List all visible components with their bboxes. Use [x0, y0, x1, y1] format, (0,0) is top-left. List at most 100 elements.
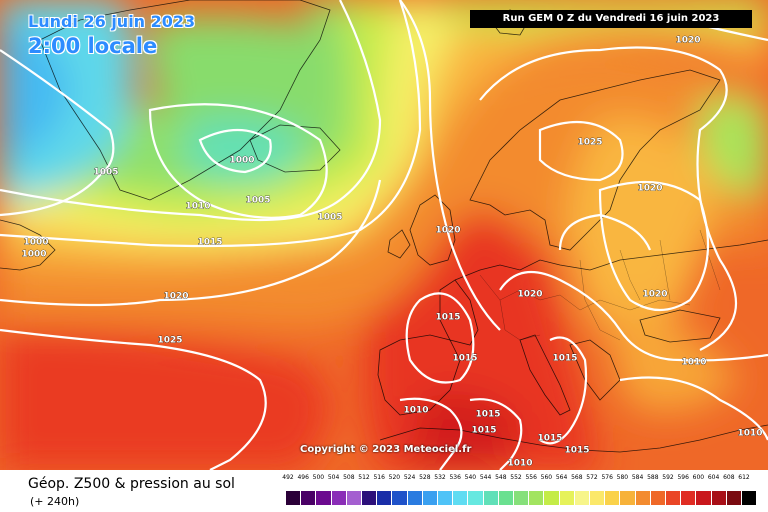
isobar-label: 1020 — [163, 292, 188, 302]
geopotential-field — [0, 0, 768, 470]
legend-tick: 520 — [388, 474, 401, 481]
isobar-label: 1010 — [737, 429, 762, 439]
isobar-label: 1000 — [23, 238, 48, 248]
legend-tick: 604 — [707, 474, 720, 481]
legend-swatch — [529, 491, 544, 505]
isobar-label: 1015 — [435, 313, 460, 323]
legend-swatch — [468, 491, 483, 505]
isobar-label: 1015 — [471, 426, 496, 436]
legend-tick: 544 — [479, 474, 492, 481]
isobar-label: 1000 — [229, 156, 254, 166]
legend-swatch — [605, 491, 620, 505]
legend-tick: 504 — [327, 474, 340, 481]
isobar-label: 1000 — [21, 250, 46, 260]
legend-tick: 552 — [510, 474, 522, 481]
legend-tick: 500 — [312, 474, 325, 481]
isobar-label: 1020 — [517, 290, 542, 300]
legend-swatch — [681, 491, 696, 505]
legend-swatch — [377, 491, 392, 505]
legend-swatch — [392, 491, 407, 505]
legend-tick: 536 — [449, 474, 461, 481]
legend-swatch — [635, 491, 650, 505]
legend-tick: 596 — [677, 474, 689, 481]
isobar-label: 1015 — [452, 354, 477, 364]
legend-tick: 560 — [540, 474, 553, 481]
legend-tick: 572 — [586, 474, 598, 481]
legend-tick: 576 — [601, 474, 613, 481]
legend-swatch — [544, 491, 559, 505]
isobar-label: 1005 — [93, 168, 118, 178]
legend-swatch — [726, 491, 741, 505]
legend-tick: 492 — [282, 474, 294, 481]
legend-tick: 556 — [525, 474, 537, 481]
legend-swatch — [559, 491, 574, 505]
isobar-lines — [0, 0, 768, 470]
isobar-labels: 1020 1000 1005 1005 1005 1010 1015 1000 1000 1020… — [21, 35, 763, 469]
isobar-label: 1020 — [435, 226, 460, 236]
legend-swatch — [286, 491, 301, 505]
legend-swatch — [574, 491, 589, 505]
isobar-label: 1005 — [317, 213, 342, 223]
isobar-label: 1015 — [537, 434, 562, 444]
legend-tick: 516 — [373, 474, 385, 481]
legend-tick: 608 — [723, 474, 735, 481]
legend-swatch — [316, 491, 331, 505]
legend-swatch — [666, 491, 681, 505]
legend-swatch — [301, 491, 316, 505]
legend-swatch — [711, 491, 726, 505]
legend-tick: 592 — [662, 474, 674, 481]
legend-tick: 580 — [616, 474, 629, 481]
isobar-label: 1015 — [564, 446, 589, 456]
isobar-label: 1015 — [475, 410, 500, 420]
forecast-date: Lundi 26 juin 2023 — [28, 12, 196, 31]
footer: Géop. Z500 & pression au sol (+ 240h) 49… — [0, 470, 768, 512]
isobar-label: 1015 — [197, 238, 222, 248]
legend-tick: 584 — [631, 474, 644, 481]
legend-swatch — [514, 491, 529, 505]
color-scale-legend: 492 496 500 504 508 512 516 520 524 528 532 536 540 5… — [282, 474, 757, 508]
run-banner: Run GEM 0 Z du Vendredi 16 juin 2023 — [470, 10, 752, 28]
legend-tick: 600 — [692, 474, 705, 481]
legend-swatch — [346, 491, 361, 505]
isobar-label: 1010 — [403, 406, 428, 416]
isobar-label: 1005 — [245, 196, 270, 206]
legend-swatch — [362, 491, 377, 505]
isobar-label: 1025 — [157, 336, 182, 346]
local-time: 2:00 locale — [28, 34, 158, 58]
legend-swatch — [331, 491, 346, 505]
legend-tick: 540 — [464, 474, 477, 481]
legend-tick: 548 — [495, 474, 507, 481]
isobar-label: 1020 — [642, 290, 667, 300]
isobar-label: 1015 — [552, 354, 577, 364]
legend-swatch — [498, 491, 513, 505]
legend-swatch — [453, 491, 468, 505]
legend-tick: 568 — [571, 474, 583, 481]
isobar-label: 1025 — [577, 138, 602, 148]
legend-swatch — [407, 491, 422, 505]
legend-swatch — [483, 491, 498, 505]
legend-swatch — [422, 491, 437, 505]
legend-tick: 532 — [434, 474, 446, 481]
isobar-label: 1010 — [681, 358, 706, 368]
legend-swatch — [438, 491, 453, 505]
weather-map: 1020 1000 1005 1005 1005 1010 1015 1000 1000 1020… — [0, 0, 768, 470]
legend-swatch — [590, 491, 605, 505]
legend-swatch — [696, 491, 711, 505]
legend-swatch — [620, 491, 635, 505]
map-title: Géop. Z500 & pression au sol — [28, 476, 235, 492]
legend-tick: 524 — [403, 474, 416, 481]
legend-tick: 564 — [555, 474, 568, 481]
map-subtitle: (+ 240h) — [30, 495, 80, 508]
legend-tick: 612 — [738, 474, 750, 481]
legend-tick: 496 — [297, 474, 309, 481]
borders — [479, 229, 721, 341]
isobar-label: 1010 — [507, 459, 532, 469]
legend-tick: 528 — [419, 474, 431, 481]
legend-tick: 512 — [358, 474, 370, 481]
legend-swatch — [650, 491, 665, 505]
isobar-label: 1020 — [675, 36, 700, 46]
legend-swatch — [742, 491, 757, 505]
copyright: Copyright © 2023 Meteociel.fr — [300, 444, 472, 455]
legend-tick: 508 — [343, 474, 355, 481]
isobar-label: 1010 — [185, 202, 210, 212]
